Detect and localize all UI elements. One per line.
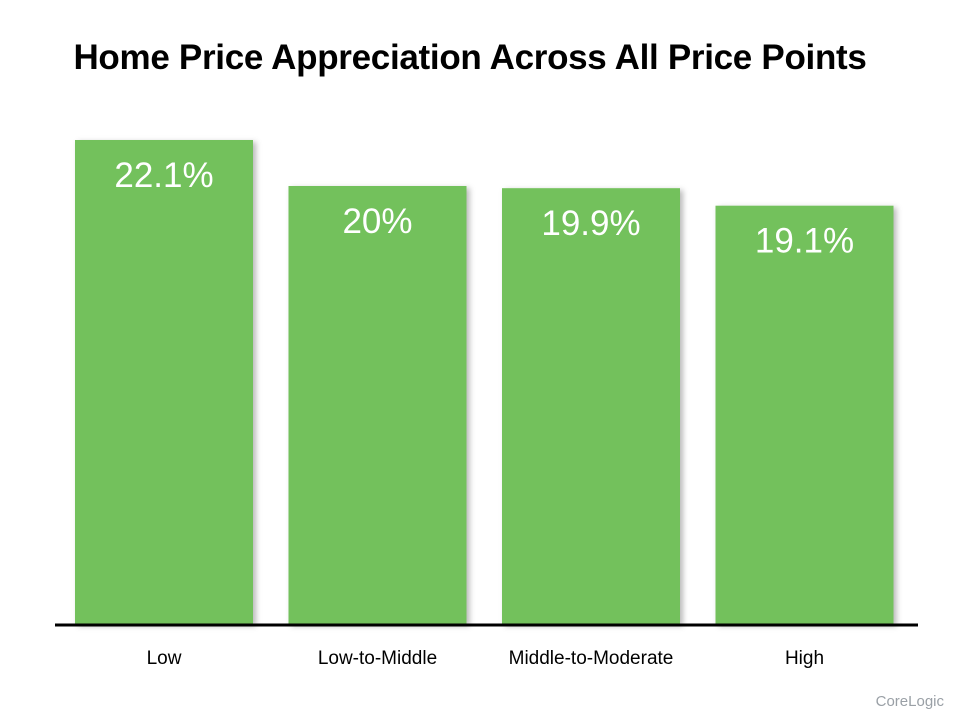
chart-title: Home Price Appreciation Across All Price… (73, 38, 867, 77)
bar-low (75, 140, 253, 624)
x-tick-label: High (785, 648, 824, 669)
bar-middle-to-moderate (502, 188, 680, 624)
bar-value-label: 19.9% (541, 204, 640, 243)
bar-value-label: 20% (342, 202, 412, 241)
x-tick-label: Low-to-Middle (318, 648, 437, 669)
bar-high (715, 205, 894, 624)
bar-low-to-middle (288, 185, 467, 624)
value-labels-group: 22.1% 20% 19.9% 19.1% (114, 156, 854, 261)
x-tick-label: Low (147, 648, 182, 669)
bar-value-label: 22.1% (114, 156, 213, 195)
bar-value-label: 19.1% (755, 222, 854, 261)
x-tick-label: Middle-to-Moderate (509, 648, 674, 669)
category-labels-group: Low Low-to-Middle Middle-to-Moderate High (147, 648, 824, 669)
source-label: CoreLogic (875, 693, 944, 710)
bars-group (75, 140, 894, 624)
